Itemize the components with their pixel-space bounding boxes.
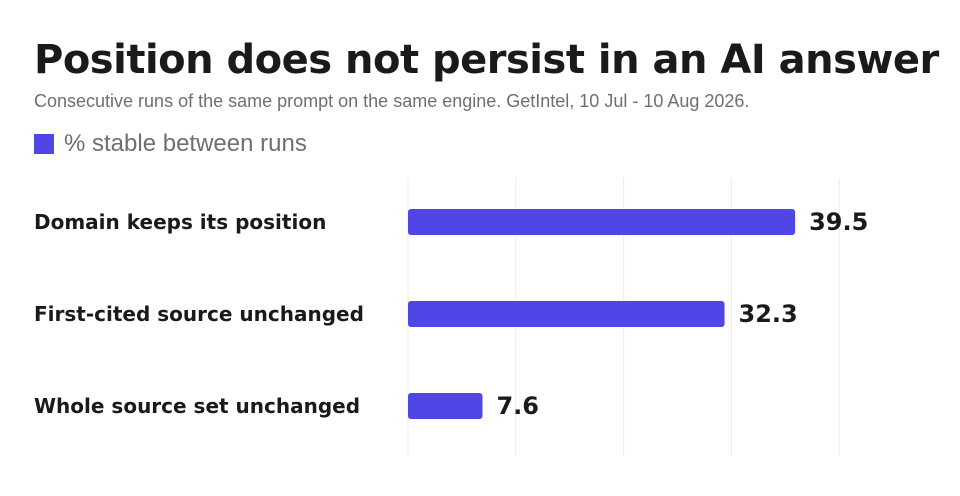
bar [408,301,725,327]
value-label: 32.3 [739,300,798,328]
category-label: Domain keeps its position [34,210,326,234]
legend: % stable between runs [34,128,307,160]
bar [408,393,483,419]
labels: Domain keeps its position 39.5 First-cited… [34,208,868,420]
chart-subtitle: Consecutive runs of the same prompt on t… [34,91,750,111]
bars [408,209,796,419]
value-label: 39.5 [809,208,868,236]
category-label: First-cited source unchanged [34,302,364,326]
legend-label: % stable between runs [64,130,307,157]
legend-swatch [34,134,54,154]
category-label: Whole source set unchanged [34,394,360,418]
bar [408,209,796,235]
value-label: 7.6 [496,392,539,420]
chart-title: Position does not persist in an AI answe… [34,37,939,83]
